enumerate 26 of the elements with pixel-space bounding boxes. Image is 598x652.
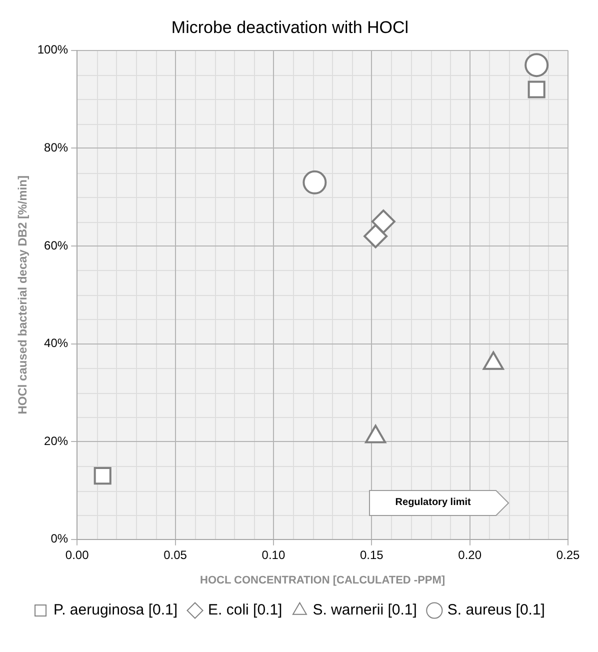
y-tick-label: 60%: [44, 238, 68, 252]
y-tick-label: 80%: [44, 140, 68, 155]
legend-label: S. aureus [0.1]: [447, 602, 545, 619]
chart-title: Microbe deactivation with HOCl: [171, 18, 409, 37]
y-tick-label: 0%: [50, 532, 68, 546]
legend-label: E. coli [0.1]: [208, 602, 282, 619]
x-tick-label: 0.00: [65, 548, 90, 562]
y-tick-label: 100%: [37, 42, 68, 57]
y-tick-label: 40%: [44, 336, 68, 350]
x-tick-label: 0.15: [360, 548, 384, 562]
legend-label: S. warnerii [0.1]: [312, 602, 417, 619]
legend-label: P. aeruginosa [0.1]: [54, 602, 178, 619]
point: [364, 224, 388, 248]
x-tick-label: 0.25: [556, 548, 580, 562]
y-axis-title: HOCl caused bacterial decay DB2 [%/min]: [16, 176, 30, 414]
annotation: Regulatory limit: [394, 496, 472, 510]
point: [528, 80, 546, 98]
point: [302, 170, 327, 194]
x-tick-label: 0.05: [164, 548, 188, 562]
x-tick-label: 0.10: [262, 548, 286, 562]
x-tick-label: 0.20: [458, 548, 482, 562]
x-axis-title: HOCL CONCENTRATION [CALCULATED -PPM]: [200, 574, 446, 586]
point: [94, 467, 112, 485]
y-tick-label: 20%: [44, 434, 68, 448]
point: [371, 210, 396, 234]
point: [524, 53, 549, 78]
